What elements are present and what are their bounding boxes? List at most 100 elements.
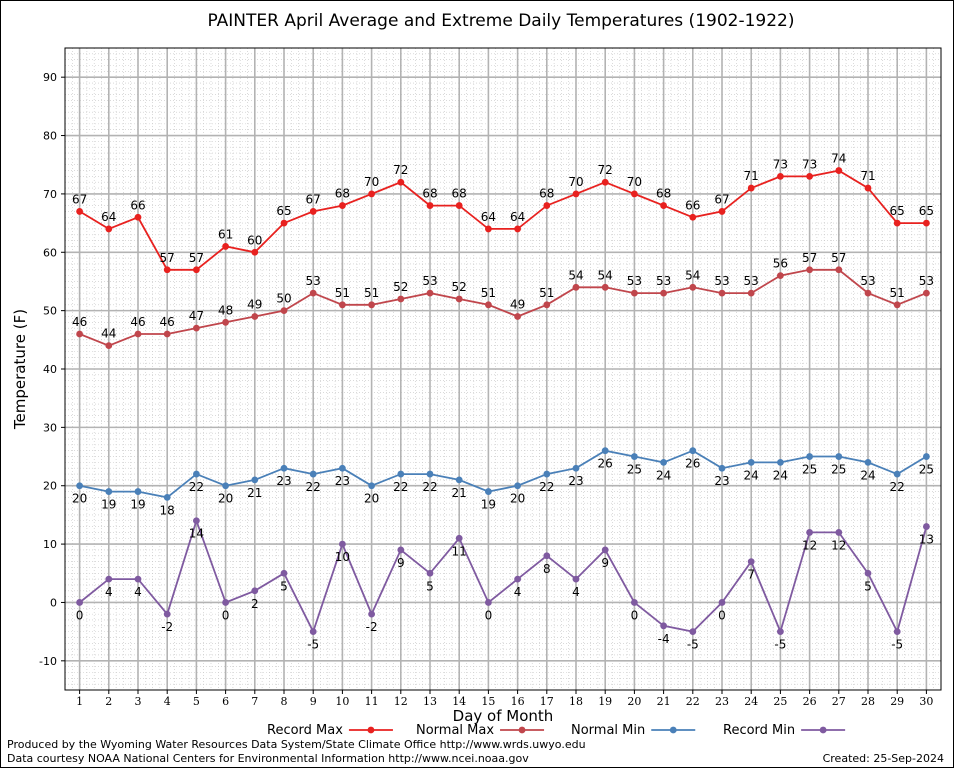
record-min-data-label: 4 [134, 585, 142, 599]
normal-max-data-label: 57 [831, 251, 846, 265]
record-max-point [397, 178, 405, 186]
record-max-data-label: 66 [685, 198, 700, 212]
x-tick-label: 22 [686, 695, 700, 708]
record-min-point [747, 558, 755, 565]
record-max-point [485, 225, 492, 233]
record-max-point [368, 190, 375, 198]
normal-min-point [543, 470, 551, 478]
normal-min-data-label: 22 [422, 480, 437, 494]
record-min-data-label: 11 [452, 544, 467, 558]
record-max-point [689, 213, 697, 221]
y-axis-ticks: -10 0 10 20 30 40 50 60 70 80 90 [39, 71, 65, 668]
record-min-data-label: -5 [307, 638, 319, 652]
x-tick-label: 3 [135, 695, 142, 708]
record-min-data-label: -5 [687, 638, 699, 652]
legend-label: Normal Max [416, 723, 494, 738]
record-min-point [368, 610, 375, 618]
normal-min-data-label: 24 [773, 468, 788, 482]
x-tick-label: 4 [164, 695, 171, 708]
record-max-data-label: 68 [656, 187, 671, 201]
record-max-data-label: 67 [714, 192, 729, 206]
normal-max-point [426, 289, 434, 297]
record-max-point [835, 167, 843, 174]
normal-min-line [79, 449, 927, 499]
x-tick-label: 28 [861, 695, 875, 708]
normal-min-point [747, 458, 755, 466]
record-max-point [222, 243, 230, 250]
x-tick-label: 2 [105, 695, 112, 708]
record-max-data-label: 73 [802, 157, 817, 171]
normal-max-point [806, 266, 813, 274]
record-min-data-label: 0 [485, 608, 493, 622]
record-min-data-label: 10 [335, 550, 350, 564]
normal-max-point [923, 289, 930, 297]
x-tick-label: 10 [335, 695, 349, 708]
normal-max-data-label: 53 [627, 274, 642, 288]
record-max-data-label: 68 [452, 187, 467, 201]
normal-max-point [718, 289, 726, 297]
normal-min-data-label: 23 [714, 474, 729, 488]
record-max-data-label: 65 [890, 204, 905, 218]
record-min-data-label: 12 [831, 538, 846, 552]
x-tick-label: 8 [281, 695, 288, 708]
record-max-point [572, 190, 580, 198]
x-axis-label: Day of Month [453, 707, 554, 725]
record-min-data-label: 5 [864, 579, 872, 593]
record-min-point [543, 552, 551, 560]
record-max-data-label: 57 [189, 251, 204, 265]
normal-max-point [251, 313, 259, 320]
normal-min-data-label: 20 [510, 492, 525, 506]
normal-max-data-label: 51 [539, 286, 554, 300]
record-max-data-label: 72 [598, 163, 613, 177]
normal-max-point [747, 289, 755, 297]
record-max-data-label: 71 [860, 169, 875, 183]
normal-max-point [631, 289, 638, 297]
normal-min-data-label: 22 [890, 480, 905, 494]
record-max-data-label: 64 [510, 210, 525, 224]
record-min-point [105, 575, 113, 583]
record-min-point [76, 599, 83, 606]
normal-max-point [76, 330, 83, 338]
record-min-point [455, 534, 463, 542]
normal-min-data-label: 22 [393, 480, 408, 494]
y-tick-label: 20 [43, 480, 57, 493]
record-min-point [631, 599, 638, 606]
x-tick-label: 16 [511, 695, 525, 708]
record-max-point [806, 173, 813, 180]
record-max-data-label: 65 [276, 204, 291, 218]
x-tick-label: 30 [919, 695, 933, 708]
record-min-point [864, 569, 872, 577]
normal-max-data-label: 54 [568, 268, 583, 282]
normal-min-point [806, 453, 813, 460]
normal-max-point [893, 301, 901, 309]
normal-max-point [572, 283, 580, 291]
normal-max-point [222, 318, 230, 326]
x-tick-label: 5 [193, 695, 200, 708]
record-max-point [514, 225, 521, 233]
normal-max-point [777, 272, 784, 280]
normal-max-data-label: 53 [860, 274, 875, 288]
normal-min-data-label: 18 [160, 503, 175, 517]
record-min-data-label: 0 [76, 608, 84, 622]
legend-label: Normal Min [571, 723, 645, 738]
normal-max-data-label: 49 [247, 297, 262, 311]
record-max-point [426, 202, 434, 209]
normal-min-point [689, 447, 697, 455]
normal-min-point [280, 464, 288, 472]
normal-max-point [309, 289, 317, 297]
normal-min-data-label: 24 [744, 468, 759, 482]
record-min-point [514, 575, 521, 583]
normal-min-data-label: 20 [72, 492, 87, 506]
normal-max-data-label: 56 [773, 257, 788, 271]
normal-min-point [631, 453, 638, 460]
normal-min-data-label: 24 [656, 468, 671, 482]
record-min-data-label: -4 [658, 632, 670, 646]
record-max-point [134, 213, 142, 221]
record-min-data-label: -5 [774, 638, 786, 652]
record-max-point [455, 202, 463, 209]
legend-marker [669, 726, 677, 734]
record-min-point [251, 587, 259, 595]
x-tick-label: 21 [657, 695, 671, 708]
legend-marker [367, 726, 375, 734]
record-max-line [79, 169, 927, 271]
